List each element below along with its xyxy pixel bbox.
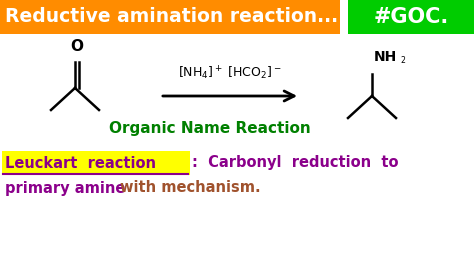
- Text: Leuckart  reaction: Leuckart reaction: [5, 156, 156, 171]
- Text: $\mathregular{[NH_4]^+\ [HCO_2]^-}$: $\mathregular{[NH_4]^+\ [HCO_2]^-}$: [178, 65, 282, 82]
- Text: Reductive amination reaction...: Reductive amination reaction...: [5, 7, 338, 27]
- Text: O: O: [71, 39, 83, 54]
- Text: #GOC.: #GOC.: [374, 7, 448, 27]
- Text: :  Carbonyl  reduction  to: : Carbonyl reduction to: [192, 156, 399, 171]
- Text: primary amine: primary amine: [5, 181, 130, 196]
- Text: Organic Name Reaction: Organic Name Reaction: [109, 120, 311, 135]
- Text: $_2$: $_2$: [400, 55, 406, 67]
- Text: with mechanism.: with mechanism.: [120, 181, 261, 196]
- Bar: [348, 0, 474, 34]
- Bar: [2, 151, 190, 175]
- Text: NH: NH: [374, 50, 397, 64]
- Bar: [0, 0, 340, 34]
